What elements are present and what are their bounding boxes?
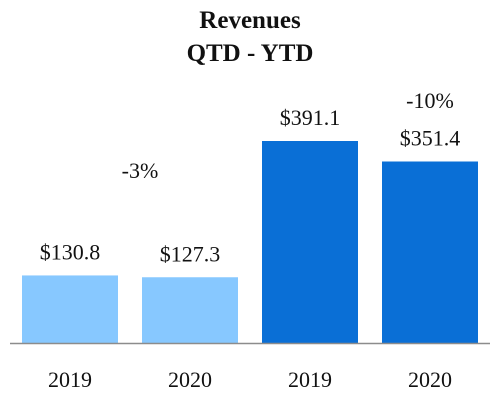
bar-value-label-4: $351.4 [400, 126, 461, 151]
bar-2 [142, 277, 238, 343]
x-tick-label-1: 2019 [48, 367, 92, 392]
chart-title-block: Revenues QTD - YTD [0, 4, 500, 70]
x-tick-label-3: 2019 [288, 367, 332, 392]
change-annotation-ytd: -10% [406, 88, 454, 113]
bar-value-label-1: $130.8 [40, 239, 101, 264]
bar-value-label-2: $127.3 [160, 241, 221, 266]
x-tick-label-2: 2020 [168, 367, 212, 392]
x-tick-label-4: 2020 [408, 367, 452, 392]
bar-1 [22, 275, 118, 343]
bar-3 [262, 141, 358, 343]
chart-title: Revenues [199, 7, 301, 34]
bar-4 [382, 161, 478, 343]
change-annotation-qtd: -3% [122, 158, 159, 183]
bar-value-label-3: $391.1 [280, 105, 341, 130]
chart-subtitle: QTD - YTD [186, 40, 314, 67]
